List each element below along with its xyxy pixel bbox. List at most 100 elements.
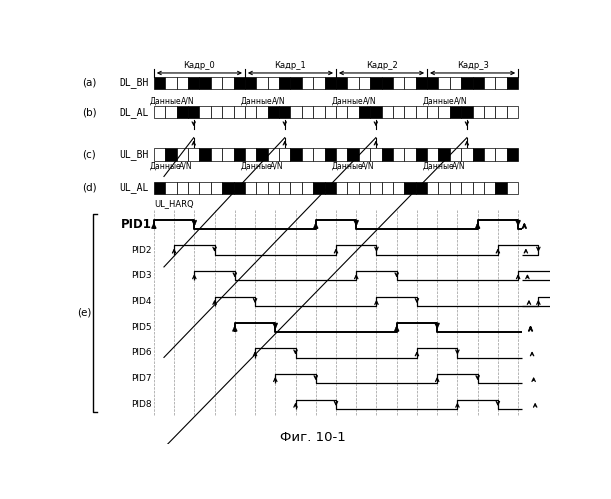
Bar	[211, 182, 222, 194]
Bar	[348, 148, 359, 161]
Bar	[222, 77, 233, 89]
Text: UL_BH: UL_BH	[119, 149, 148, 160]
Bar	[233, 106, 245, 118]
Bar	[188, 77, 199, 89]
Bar	[222, 106, 233, 118]
Bar	[415, 182, 427, 194]
Bar	[484, 148, 496, 161]
Text: (e): (e)	[78, 308, 92, 318]
Bar	[336, 106, 348, 118]
Bar	[450, 77, 461, 89]
Bar	[439, 77, 450, 89]
Bar	[507, 148, 518, 161]
Text: Кадр_3: Кадр_3	[456, 61, 489, 70]
Text: A/N: A/N	[270, 162, 284, 171]
Bar	[257, 106, 268, 118]
Bar	[290, 106, 302, 118]
Text: A/N: A/N	[455, 96, 468, 105]
Bar	[336, 148, 348, 161]
Bar	[290, 182, 302, 194]
Text: Данные: Данные	[332, 96, 363, 105]
Text: PID3: PID3	[131, 271, 152, 280]
Text: PID2: PID2	[131, 246, 152, 254]
Bar	[177, 77, 188, 89]
Bar	[233, 77, 245, 89]
Bar	[199, 77, 211, 89]
Bar	[484, 182, 496, 194]
Text: Данные: Данные	[241, 96, 272, 105]
Bar	[404, 77, 415, 89]
Text: PID4: PID4	[131, 297, 152, 306]
Bar	[313, 182, 324, 194]
Bar	[461, 148, 472, 161]
Bar	[211, 77, 222, 89]
Bar	[393, 106, 404, 118]
Bar	[154, 106, 165, 118]
Bar	[268, 77, 279, 89]
Text: DL_AL: DL_AL	[119, 107, 148, 118]
Bar	[359, 148, 370, 161]
Bar	[222, 182, 233, 194]
Text: Данные: Данные	[150, 162, 181, 171]
Bar	[393, 148, 404, 161]
Text: (b): (b)	[82, 107, 97, 117]
Bar	[359, 106, 370, 118]
Bar	[165, 182, 177, 194]
Bar	[279, 106, 290, 118]
Bar	[313, 77, 324, 89]
Bar	[336, 182, 348, 194]
Bar	[279, 77, 290, 89]
Bar	[290, 77, 302, 89]
Bar	[154, 148, 165, 161]
Bar	[507, 106, 518, 118]
Bar	[415, 106, 427, 118]
Bar	[302, 182, 313, 194]
Bar	[233, 182, 245, 194]
Bar	[381, 77, 393, 89]
Text: Фиг. 10-1: Фиг. 10-1	[280, 431, 346, 444]
Bar	[154, 77, 165, 89]
Text: (c): (c)	[82, 150, 97, 160]
Bar	[439, 148, 450, 161]
Text: Данные: Данные	[150, 96, 181, 105]
Bar	[370, 106, 381, 118]
Bar	[381, 182, 393, 194]
Bar	[450, 106, 461, 118]
Bar	[427, 182, 439, 194]
Bar	[245, 148, 257, 161]
Text: DL_BH: DL_BH	[119, 77, 148, 88]
Bar	[404, 106, 415, 118]
Bar	[484, 106, 496, 118]
Bar	[257, 148, 268, 161]
Bar	[222, 148, 233, 161]
Bar	[302, 77, 313, 89]
Bar	[188, 182, 199, 194]
Text: A/N: A/N	[364, 96, 377, 105]
Text: A/N: A/N	[273, 96, 286, 105]
Text: Данные: Данные	[423, 162, 454, 171]
Text: PID8: PID8	[131, 400, 152, 409]
Bar	[404, 148, 415, 161]
Text: (d): (d)	[82, 183, 97, 193]
Text: UL_HARQ: UL_HARQ	[154, 200, 194, 209]
Bar	[461, 77, 472, 89]
Bar	[484, 77, 496, 89]
Text: (a): (a)	[82, 78, 97, 88]
Text: Кадр_1: Кадр_1	[274, 61, 306, 70]
Bar	[245, 182, 257, 194]
Bar	[461, 106, 472, 118]
Bar	[381, 148, 393, 161]
Bar	[461, 182, 472, 194]
Bar	[427, 148, 439, 161]
Bar	[290, 148, 302, 161]
Bar	[348, 106, 359, 118]
Bar	[324, 106, 336, 118]
Bar	[324, 148, 336, 161]
Bar	[245, 106, 257, 118]
Bar	[324, 77, 336, 89]
Bar	[211, 106, 222, 118]
Text: PID1: PID1	[121, 218, 152, 231]
Bar	[233, 148, 245, 161]
Text: PID7: PID7	[131, 374, 152, 383]
Text: Кадр_0: Кадр_0	[183, 61, 215, 70]
